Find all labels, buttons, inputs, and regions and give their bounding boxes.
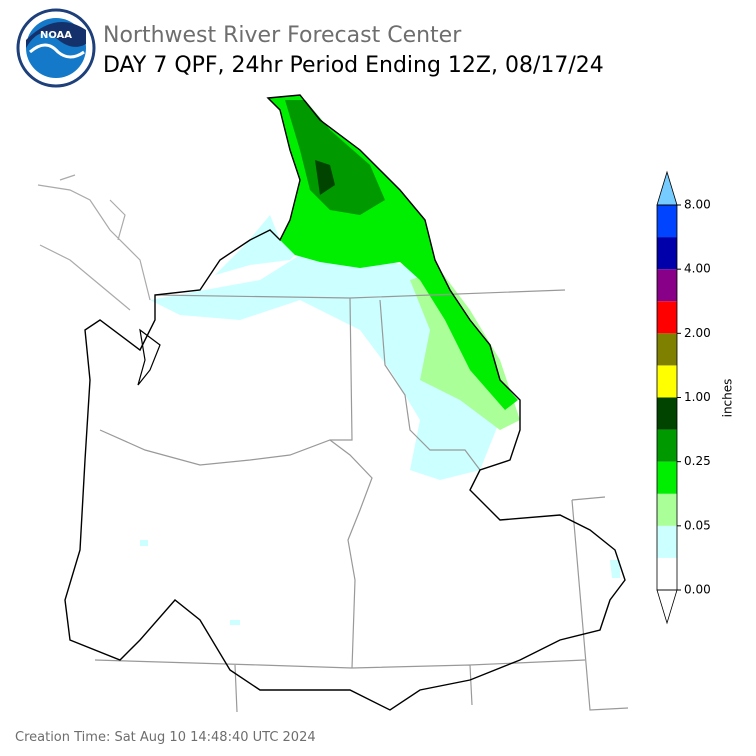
creation-time: Creation Time: Sat Aug 10 14:48:40 UTC 2… xyxy=(15,730,316,745)
basin-outline xyxy=(64,94,626,711)
noaa-logo: NOAA xyxy=(16,8,96,88)
precip-light xyxy=(215,215,300,275)
logo-text: NOAA xyxy=(40,30,72,41)
colorbar-bin xyxy=(657,301,677,334)
colorbar-bin xyxy=(657,333,677,366)
colorbar-tick-label: 1.00 xyxy=(684,390,711,404)
colorbar-bin xyxy=(657,237,677,270)
colorbar-tick-label: 8.00 xyxy=(684,198,711,212)
colorbar-bin xyxy=(657,205,677,238)
colorbar-bin xyxy=(657,269,677,302)
title: Northwest River Forecast Center xyxy=(103,23,462,48)
subtitle: DAY 7 QPF, 24hr Period Ending 12Z, 08/17… xyxy=(103,53,604,78)
colorbar-tick-label: 0.05 xyxy=(684,518,711,532)
colorbar-bin xyxy=(657,429,677,462)
colorbar-tick-label: 2.00 xyxy=(684,326,711,340)
colorbar-bin xyxy=(657,493,677,526)
puget-sound xyxy=(137,328,161,386)
border xyxy=(94,496,629,713)
colorbar-bin xyxy=(657,365,677,398)
colorbar-bin xyxy=(657,461,677,494)
colorbar-over xyxy=(656,170,678,206)
colorbar-under xyxy=(656,589,678,625)
colorbar-bin xyxy=(657,525,677,558)
precip-darkgreen xyxy=(285,100,385,215)
precip-light xyxy=(150,250,500,480)
border xyxy=(379,299,481,471)
map xyxy=(37,94,629,713)
colorbar-tick-label: 0.00 xyxy=(684,583,711,597)
colorbar-tick-label: 4.00 xyxy=(684,262,711,276)
precip-darkest xyxy=(315,160,335,195)
colorbar-bin xyxy=(657,397,677,430)
colorbar-bin xyxy=(657,557,677,590)
border xyxy=(329,439,373,669)
colorbar-label: inches xyxy=(721,379,735,418)
precip-spots xyxy=(140,540,620,625)
colorbar-tick-label: 0.25 xyxy=(684,454,711,468)
border xyxy=(99,297,353,466)
colorbar: 0.00 0.05 0.25 1.00 2.00 4.00 8.00 xyxy=(656,170,711,625)
coastline xyxy=(37,174,151,311)
